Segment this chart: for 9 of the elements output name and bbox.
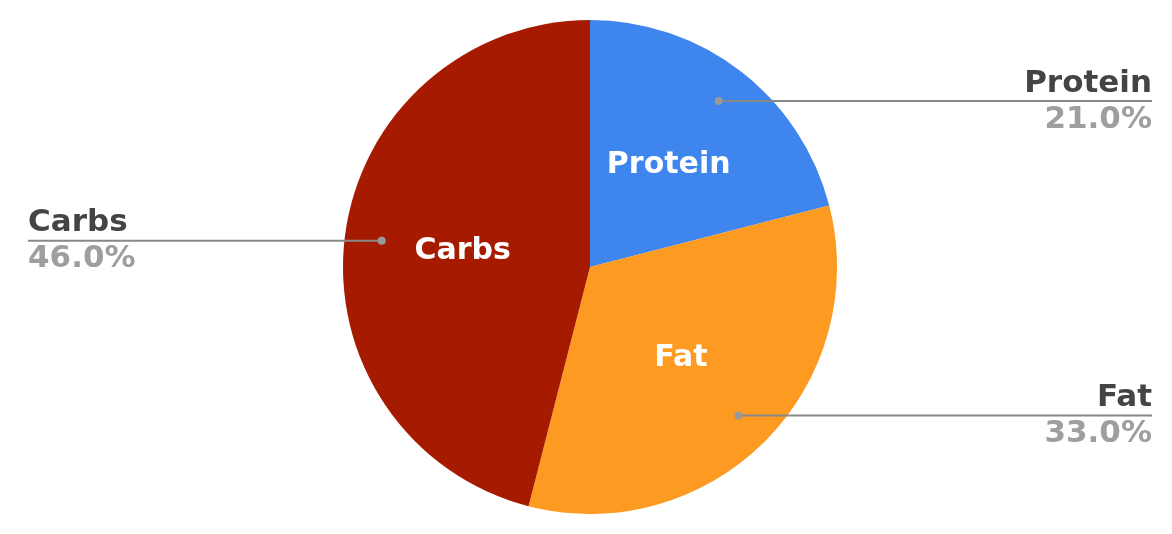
slice-label: Protein	[1024, 62, 1152, 99]
slice-label: Fat	[654, 337, 708, 373]
data-label: 46.0%	[28, 238, 136, 275]
slice-label: Fat	[1096, 377, 1153, 413]
slice-label: Protein	[606, 145, 731, 181]
slice-label: Carbs	[28, 202, 128, 239]
data-label: 33.0%	[1044, 413, 1152, 449]
slice-label: Carbs	[414, 230, 511, 266]
data-label: 21.0%	[1044, 98, 1152, 135]
